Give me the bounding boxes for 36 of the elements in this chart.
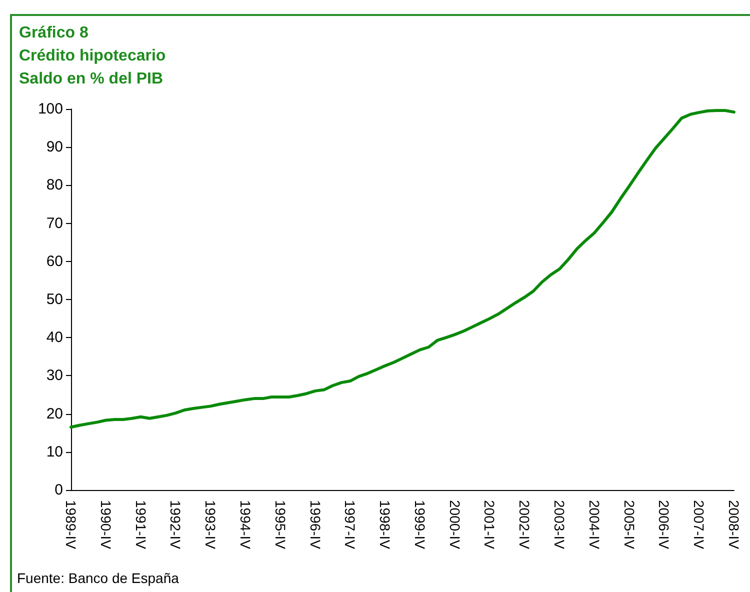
x-tick-label: 1998-IV [377,500,394,550]
x-tick-label: 1993-IV [202,500,219,550]
x-tick-label: 1994-IV [237,500,254,550]
x-tick-label: 2008-IV [726,500,742,550]
chart-title: Gráfico 8 [19,24,88,42]
x-tick-label: 1991-IV [132,500,149,550]
y-tick-label: 0 [54,482,63,498]
y-tick-label: 10 [46,443,63,460]
x-tick-label: 1990-IV [98,500,114,550]
x-tick-label: 1989-IV [63,500,79,550]
y-tick-label: 60 [46,252,63,270]
x-tick-label: 2002-IV [516,500,533,550]
x-tick-label: 1999-IV [412,500,428,550]
y-tick-label: 100 [38,100,63,118]
x-tick-label: 2006-IV [656,500,672,550]
x-tick-label: 2000-IV [446,500,463,550]
y-tick-label: 40 [46,329,63,346]
line-series [70,109,736,429]
x-tick-label: 1995-IV [272,500,288,550]
y-tick-label: 90 [46,138,63,156]
y-axis-title: Saldo en % del PIB [19,70,164,88]
x-tick-label: 2001-IV [482,500,498,550]
x-tick-label: 2007-IV [691,500,708,550]
x-tick-label: 1997-IV [342,500,358,550]
y-tick-label: 20 [46,405,63,422]
y-tick-label: 80 [46,176,63,194]
x-tick-label: 2005-IV [621,500,638,550]
source-note: Fuente: Banco de España [17,570,180,586]
x-tick-label: 2004-IV [586,500,602,550]
chart-subtitle: Crédito hipotecario [19,48,166,64]
y-tick-label: 50 [46,291,63,308]
y-tick-label: 70 [46,214,63,232]
x-tick-label: 1996-IV [307,500,324,550]
x-tick-label: 2003-IV [552,500,568,550]
x-tick-label: 1992-IV [168,500,184,550]
y-tick-label: 30 [46,367,63,384]
